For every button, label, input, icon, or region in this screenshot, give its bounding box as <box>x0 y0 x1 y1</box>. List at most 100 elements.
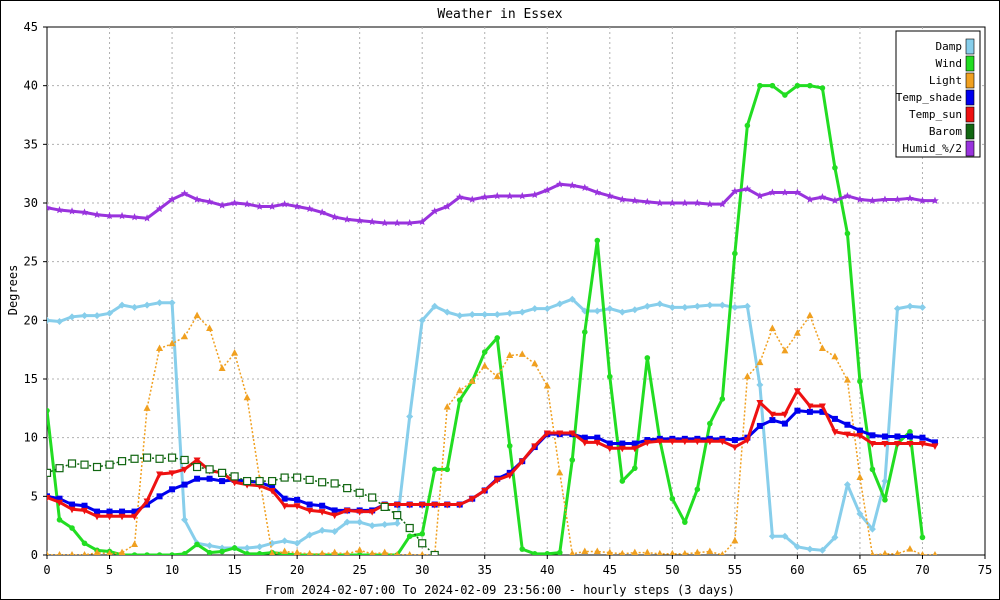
wind-point <box>544 551 551 555</box>
temp-sun-point <box>118 513 126 521</box>
x-tick-label: 70 <box>915 563 929 577</box>
light-point <box>456 386 464 394</box>
wind-point <box>231 545 238 551</box>
barom-point <box>268 476 277 486</box>
temp-sun-point <box>818 403 826 410</box>
temp-sun-point <box>81 507 89 515</box>
x-tick-label: 75 <box>978 563 992 577</box>
light-point <box>556 468 564 476</box>
wind-point <box>69 525 75 531</box>
damp-point <box>393 519 401 527</box>
damp-point <box>168 299 176 307</box>
damp-point <box>606 305 614 313</box>
humid-2-point <box>843 191 852 200</box>
wind-point <box>719 396 726 402</box>
light-point <box>906 545 914 552</box>
light-point <box>731 536 739 544</box>
barom-point <box>343 484 352 493</box>
y-tick-label: 30 <box>24 196 38 210</box>
y-tick-label: 35 <box>24 137 38 151</box>
temp-sun-point <box>106 513 114 521</box>
damp-point <box>793 543 801 551</box>
humid-2-point <box>455 193 464 201</box>
legend: Damp Wind Light Temp_shade Temp_sun Barom Humi… <box>895 30 981 158</box>
temp-shade-point <box>119 508 126 515</box>
temp-sun-point <box>318 509 326 516</box>
wind-point <box>131 552 138 555</box>
light-point <box>156 344 164 351</box>
humid-2-point <box>743 184 752 193</box>
x-tick-label: 65 <box>853 563 867 577</box>
humid-2-point <box>918 196 927 204</box>
light-point <box>269 549 275 555</box>
humid-2-point <box>555 180 564 188</box>
light-point <box>543 382 551 389</box>
light-point <box>894 549 901 555</box>
temp-sun-point <box>156 471 164 479</box>
humid-2-point <box>856 195 864 203</box>
y-tick-label: 25 <box>24 255 38 269</box>
temp-sun-point <box>306 507 314 515</box>
humid-2-point <box>47 203 51 211</box>
temp-sun-point <box>843 431 851 439</box>
temp-sun-point <box>518 458 526 466</box>
temp-sun-point <box>781 411 789 419</box>
wind-point <box>456 397 463 403</box>
humid-2-point <box>343 215 351 223</box>
damp-point <box>281 537 289 545</box>
light-point <box>843 376 851 383</box>
light-point <box>243 393 251 401</box>
wind-point <box>256 551 263 555</box>
temp-sun-point <box>456 502 464 509</box>
humid-2-point <box>380 218 389 227</box>
damp-point <box>443 308 451 316</box>
temp-shade-point <box>294 496 301 503</box>
damp-point <box>243 544 251 552</box>
temp-sun-point <box>593 439 601 447</box>
temp-shade-point <box>281 495 288 502</box>
humid-2-point <box>168 195 176 203</box>
wind-point <box>56 517 63 523</box>
temp-shade-point <box>81 502 88 509</box>
barom-point <box>180 455 189 465</box>
barom-point <box>155 454 164 463</box>
barom-point <box>92 462 102 472</box>
temp-shade-point <box>331 507 338 514</box>
barom-point <box>318 478 327 487</box>
barom-point <box>293 473 302 482</box>
light-point <box>57 551 62 555</box>
temp-sun-point <box>568 430 576 437</box>
x-tick-label: 5 <box>106 563 113 577</box>
wind-point <box>732 250 738 257</box>
light-point <box>407 551 412 555</box>
humid-2-point <box>55 206 64 214</box>
damp-point <box>843 481 851 489</box>
x-tick-label: 35 <box>478 563 492 577</box>
light-point <box>768 324 776 332</box>
light-point <box>395 551 400 555</box>
wind-point <box>744 122 751 129</box>
temp-sun-point <box>193 457 201 464</box>
temp-shade-point <box>856 427 863 434</box>
humid-2-point <box>593 188 602 196</box>
damp-point <box>818 546 826 554</box>
wind-point <box>694 486 701 493</box>
damp-point <box>143 301 151 309</box>
temp-sun-point <box>556 430 564 437</box>
temp-sun-point <box>793 388 801 395</box>
barom-point <box>67 459 77 468</box>
temp-sun-point <box>606 445 614 453</box>
temp-sun-point <box>618 445 626 453</box>
light-point <box>506 351 514 359</box>
light-point <box>47 551 50 555</box>
temp-sun-point <box>806 403 814 410</box>
temp-sun-series <box>47 388 939 521</box>
wind-point <box>869 466 876 473</box>
damp-point <box>256 543 264 551</box>
temp-sun-point <box>56 499 64 507</box>
x-tick-label: 25 <box>352 563 366 577</box>
damp-point <box>881 477 889 485</box>
barom-point <box>305 475 314 485</box>
temp-sun-point <box>656 438 664 446</box>
damp-point <box>731 303 739 311</box>
